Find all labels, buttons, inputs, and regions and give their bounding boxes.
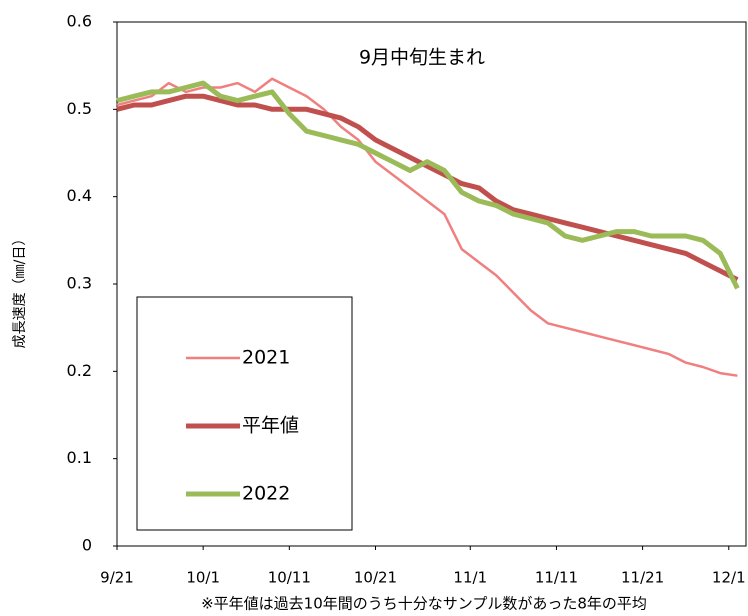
chart-title: 9月中旬生まれ [359, 47, 485, 69]
x-tick-label: 10/1 [186, 569, 220, 587]
x-tick-label: 10/21 [354, 569, 397, 587]
series-line [116, 77, 738, 377]
series-line [116, 93, 739, 282]
y-tick-label: 0.5 [67, 99, 92, 118]
y-tick-label: 0.4 [67, 186, 92, 205]
legend-label: 2021 [242, 347, 290, 369]
legend-label: 平年値 [242, 415, 299, 437]
footnote: ※平年値は過去10年間のうち十分なサンプル数があった8年の平均 [201, 595, 647, 613]
legend-box [136, 296, 353, 531]
y-tick-label: 0.6 [67, 12, 92, 31]
y-tick-label: 0 [82, 536, 92, 555]
x-tick-label: 11/1 [453, 569, 487, 587]
legend-label: 2022 [242, 483, 290, 505]
y-tick-label: 0.2 [67, 361, 92, 380]
x-tick-label: 10/11 [268, 569, 311, 587]
x-tick-label: 9/21 [100, 569, 134, 587]
x-tick-label: 11/21 [621, 569, 664, 587]
x-tick-label: 12/1 [712, 569, 746, 587]
series-line [116, 80, 740, 290]
y-tick-label: 0.1 [67, 448, 92, 467]
x-tick-label: 11/11 [535, 569, 578, 587]
y-axis-label: 成長速度（㎜/日） [12, 232, 28, 349]
y-tick-label: 0.3 [67, 274, 92, 293]
